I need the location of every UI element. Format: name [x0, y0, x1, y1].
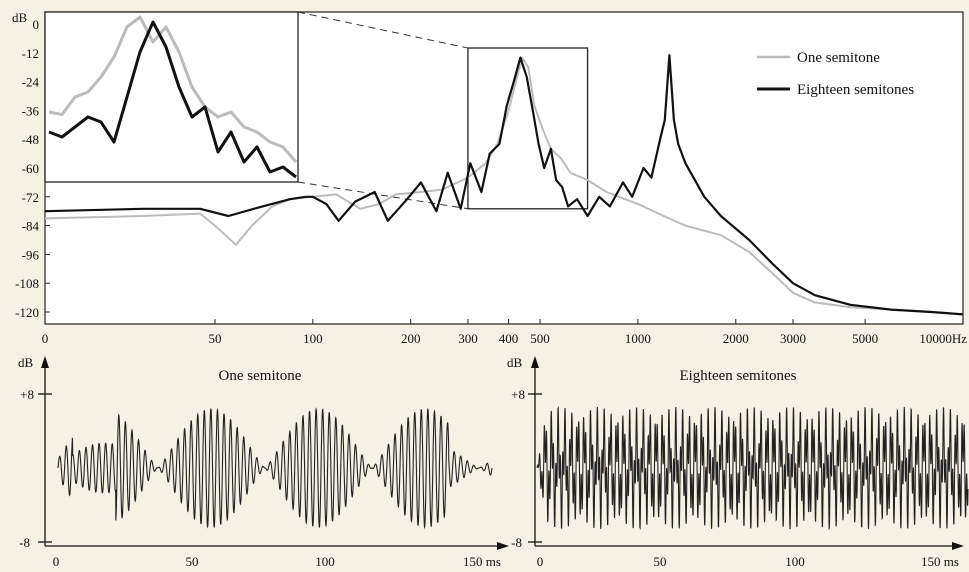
waveform-one-ytick-label-minus8: -8	[19, 535, 30, 550]
waveform-eighteen-y-arrow	[531, 356, 539, 368]
legend: One semitone Eighteen semitones	[757, 50, 914, 98]
zoom-guide-top	[297, 11, 469, 49]
waveform-eighteen-title: Eighteen semitones	[679, 368, 796, 384]
spectrum-xtick-label: 2000	[723, 331, 749, 346]
waveform-eighteen-xtick-label-100: 100	[785, 554, 805, 569]
zoom-guides	[297, 11, 589, 210]
waveform-one-xtick-label-150: 150 ms	[463, 554, 501, 569]
spectrum-xtick-label: 0	[42, 331, 49, 346]
spectrum-y-label: dB	[12, 10, 28, 25]
waveform-one-xtick-label-0: 0	[53, 554, 60, 569]
spectrum-ytick-label: -12	[22, 46, 39, 61]
spectrum-xtick-label: 500	[530, 331, 550, 346]
spectrum-xtick-label: 300	[458, 331, 478, 346]
waveform-one-xtick-label-50: 50	[186, 554, 199, 569]
spectrum-xtick-label: 100	[303, 331, 323, 346]
waveform-eighteen-xtick-label-0: 0	[537, 554, 544, 569]
legend-label-eighteen-semitones: Eighteen semitones	[797, 82, 914, 98]
spectrum-x-ticks: 0 50 100 200 300 400 500 1000 2000 3000 5000 10000H…	[42, 319, 967, 346]
spectrum-ytick-label: 0	[33, 17, 40, 32]
spectrum-ytick-label: -120	[15, 305, 39, 320]
spectrum-ytick-label: -108	[15, 276, 39, 291]
waveform-one-ytick-label-plus8: +8	[20, 387, 34, 402]
waveform-eighteen-y-label: dB	[507, 355, 523, 370]
spectrum-xtick-label: 5000	[852, 331, 878, 346]
zoom-inset	[44, 11, 299, 183]
zoom-guide-bottom	[297, 181, 469, 210]
spectrum-xtick-label: 200	[401, 331, 421, 346]
waveform-eighteen-ytick-label-minus8: -8	[511, 535, 522, 550]
spectrum-ytick-label: -48	[22, 132, 39, 147]
series-eighteen-semitones	[44, 54, 964, 316]
waveform-eighteen-semitones-trace	[536, 406, 969, 531]
legend-label-one-semitone: One semitone	[797, 50, 880, 66]
spectrum-xtick-label: 10000Hz	[919, 331, 967, 346]
waveform-eighteen-xtick-label-150: 150 ms	[921, 554, 959, 569]
waveform-one-y-arrow	[41, 356, 49, 368]
waveform-eighteen-x-arrow	[952, 542, 964, 550]
inset-series-eighteen-semitones	[48, 20, 297, 179]
zoom-source-box	[467, 47, 589, 210]
waveform-eighteen-ytick-label-plus8: +8	[511, 387, 525, 402]
spectrum-ytick-label: -84	[22, 219, 40, 234]
spectrum-xtick-label: 50	[208, 331, 221, 346]
spectrum-y-ticks: 0 -12 -24 -36 -48 -60 -72 -84 -96 -108 -120	[15, 17, 50, 320]
spectrum-series	[44, 54, 964, 316]
spectrum-xtick-label: 3000	[780, 331, 806, 346]
waveform-one-title: One semitone	[219, 368, 302, 384]
waveform-one-y-label: dB	[18, 355, 34, 370]
spectrum-ytick-label: -36	[22, 103, 40, 118]
spectrum-ytick-label: -60	[22, 161, 39, 176]
waveform-eighteen-semitones-panel: dB Eighteen semitones +8 -8 0 50 100 150…	[507, 355, 969, 569]
waveform-one-xtick-label-100: 100	[315, 554, 335, 569]
waveform-eighteen-xtick-label-50: 50	[654, 554, 667, 569]
spectrum-xtick-label: 1000	[625, 331, 651, 346]
waveform-one-semitone-panel: dB One semitone +8 -8 0 50 100 150 ms	[18, 355, 509, 569]
spectrum-ytick-label: -24	[22, 75, 40, 90]
spectrum-ytick-label: -72	[22, 190, 39, 205]
inset-series-one-semitone	[48, 15, 298, 163]
spectrum-xtick-label: 400	[499, 331, 519, 346]
spectrum-panel: dB 0 -12 -24 -36 -48 -60 -72 -84 -96 -108 -120 0 50…	[12, 10, 967, 346]
waveform-one-semitone-trace	[57, 407, 493, 530]
waveform-one-x-arrow	[497, 542, 509, 550]
spectrum-ytick-label: -96	[22, 247, 40, 262]
